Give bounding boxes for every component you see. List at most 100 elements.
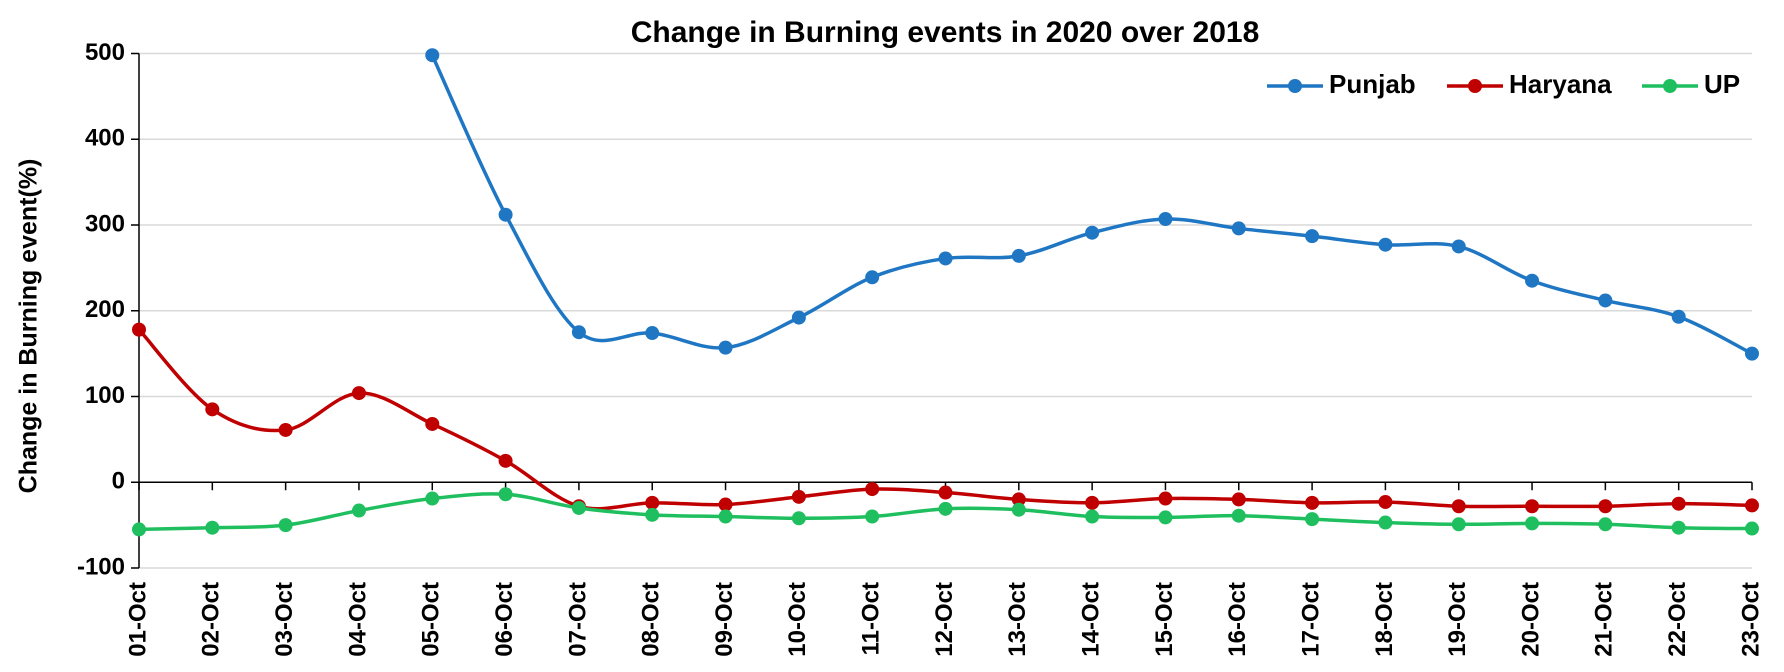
series-line (137, 328, 1753, 511)
x-tick-label: 02-Oct (198, 582, 225, 657)
data-point (1525, 516, 1540, 531)
data-point (1231, 508, 1246, 523)
data-point (425, 491, 440, 506)
x-tick-label: 22-Oct (1664, 582, 1691, 657)
legend-label: UP (1704, 69, 1740, 99)
data-point (645, 507, 660, 522)
legend-marker (1663, 79, 1677, 93)
y-tick-label: 0 (112, 468, 125, 495)
x-tick-label: 10-Oct (784, 582, 811, 657)
x-tick-label: 16-Oct (1224, 582, 1251, 657)
x-tick-label: 13-Oct (1004, 582, 1031, 657)
data-point (791, 489, 806, 504)
data-point (571, 500, 586, 515)
data-point (718, 340, 733, 355)
data-point (278, 422, 293, 437)
data-point (1011, 502, 1026, 517)
data-point (1671, 496, 1686, 511)
data-point (791, 511, 806, 526)
data-point (1085, 509, 1100, 524)
x-tick-label: 01-Oct (124, 582, 151, 657)
data-point (938, 501, 953, 516)
data-point (498, 207, 513, 222)
data-point (1525, 273, 1540, 288)
data-point (1451, 239, 1466, 254)
data-point (718, 497, 733, 512)
y-tick-label: 300 (85, 210, 125, 237)
data-point (865, 482, 880, 497)
x-tick-label: 11-Oct (858, 582, 885, 655)
data-point (645, 495, 660, 510)
x-tick-label: 03-Oct (271, 582, 298, 657)
data-point (1745, 346, 1759, 361)
x-tick-label: 07-Oct (564, 582, 591, 657)
data-point (1451, 517, 1466, 532)
x-tick-label: 14-Oct (1077, 582, 1104, 657)
data-point (132, 522, 146, 537)
y-tick-label: 200 (85, 296, 125, 323)
legend-marker (1468, 79, 1482, 93)
data-point (205, 520, 220, 535)
legend-label: Punjab (1329, 69, 1416, 99)
data-point (1231, 492, 1246, 507)
data-point (132, 322, 146, 337)
x-tick-label: 06-Oct (491, 582, 518, 657)
data-point (278, 518, 293, 533)
x-tick-label: 19-Oct (1444, 582, 1471, 657)
data-point (1451, 499, 1466, 514)
chart-title: Change in Burning events in 2020 over 20… (631, 16, 1260, 49)
x-tick-label: 12-Oct (931, 582, 958, 657)
y-axis-label: Change in Burning event(%) (15, 159, 43, 494)
data-point (498, 487, 513, 502)
x-tick-label: 05-Oct (418, 582, 445, 657)
data-point (1598, 293, 1613, 308)
x-tick-label: 09-Oct (711, 582, 738, 657)
data-point (425, 48, 440, 63)
x-tick-label: 15-Oct (1151, 582, 1178, 657)
data-point (1085, 225, 1100, 240)
data-point (425, 416, 440, 431)
data-point (1011, 492, 1026, 507)
data-point (351, 503, 366, 518)
legend-label: Haryana (1509, 69, 1612, 99)
data-point (1011, 248, 1026, 263)
data-point (718, 509, 733, 524)
x-tick-label: 08-Oct (638, 582, 665, 657)
data-point (1378, 494, 1393, 509)
x-tick-label: 18-Oct (1371, 582, 1398, 657)
legend-marker (1288, 79, 1302, 93)
x-tick-label: 04-Oct (344, 582, 371, 657)
data-point (938, 251, 953, 266)
y-tick-label: -100 (77, 553, 125, 580)
x-tick-label: 21-Oct (1591, 582, 1618, 657)
data-point (1231, 221, 1246, 236)
data-point (1671, 520, 1686, 535)
y-tick-label: 100 (85, 382, 125, 409)
x-tick-label: 20-Oct (1517, 582, 1544, 657)
x-tick-label: 23-Oct (1737, 582, 1764, 657)
data-point (938, 485, 953, 500)
data-point (351, 386, 366, 401)
data-point (1378, 237, 1393, 252)
data-point (1598, 499, 1613, 514)
data-point (1378, 515, 1393, 530)
data-point (865, 270, 880, 285)
y-tick-label: 400 (85, 125, 125, 152)
data-point (1085, 495, 1100, 510)
data-point (1745, 521, 1759, 536)
data-point (498, 453, 513, 468)
data-point (1305, 495, 1320, 510)
data-point (571, 325, 586, 340)
data-point (1525, 499, 1540, 514)
data-point (1158, 510, 1173, 525)
x-tick-label: 17-Oct (1297, 582, 1324, 657)
data-point (1671, 309, 1686, 324)
data-point (791, 310, 806, 325)
data-point (1745, 498, 1759, 513)
data-point (1305, 229, 1320, 244)
data-point (1158, 211, 1173, 226)
data-point (1305, 512, 1320, 527)
